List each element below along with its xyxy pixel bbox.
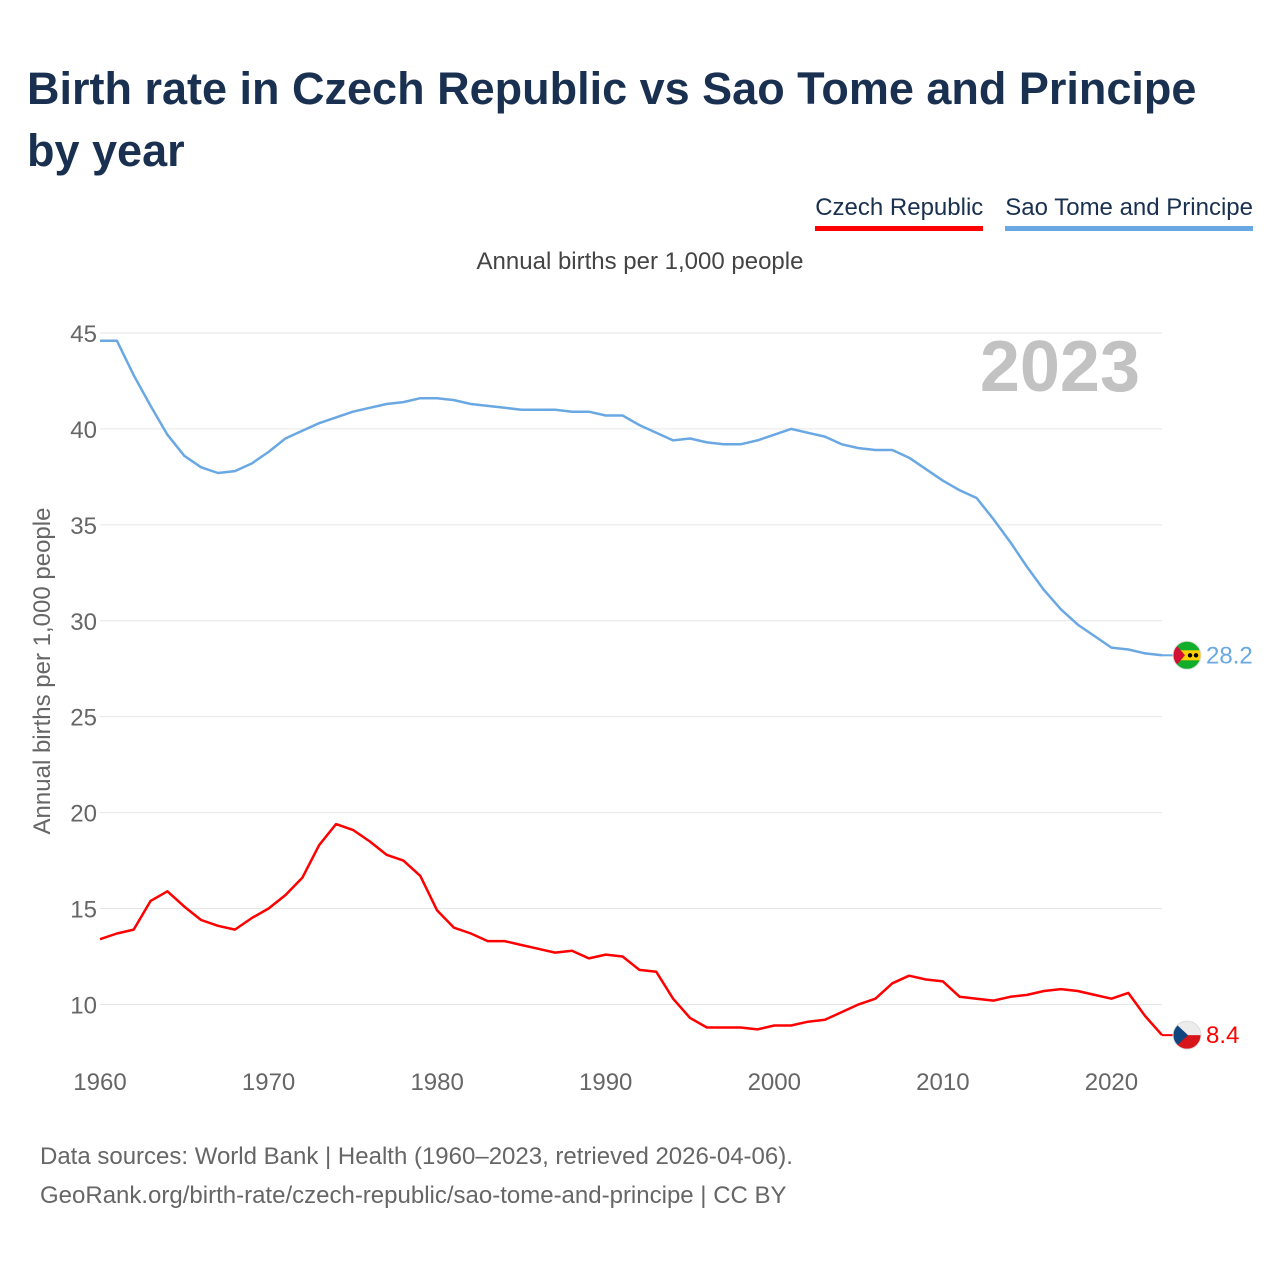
chart-title: Birth rate in Czech Republic vs Sao Tome… [27, 63, 1197, 176]
y-tick-label: 25 [70, 705, 97, 732]
gridlines [100, 332, 1162, 1005]
y-tick-label: 45 [70, 321, 97, 348]
x-tick-label: 2000 [748, 1069, 801, 1096]
y-tick-label: 15 [70, 897, 97, 924]
flag-icon-sao-tome-and-principe [1172, 640, 1202, 670]
y-tick-label: 30 [70, 609, 97, 636]
y-axis-label: Annual births per 1,000 people [29, 508, 56, 835]
end-value-label-sao-tome-and-principe: 28.2 [1206, 642, 1253, 669]
x-tick-label: 2010 [916, 1069, 969, 1096]
x-tick-label: 1970 [242, 1069, 295, 1096]
x-tick-label: 2020 [1085, 1069, 1138, 1096]
source-link[interactable]: GeoRank.org/birth-rate/czech-republic/sa… [40, 1182, 787, 1209]
x-tick-label: 1990 [579, 1069, 632, 1096]
x-axis-ticks: 1960 1970 1980 1990 2000 2010 2020 [73, 1069, 1138, 1096]
year-watermark: 2023 [980, 327, 1140, 407]
series-lines [99, 339, 1163, 1036]
y-tick-label: 10 [70, 992, 97, 1019]
x-tick-label: 1960 [73, 1069, 126, 1096]
series-line-czech-republic[interactable] [99, 822, 1163, 1036]
flag-icon-czech-republic [1172, 1020, 1202, 1050]
series-end-markers: 8.4 28.2 [1162, 640, 1253, 1050]
series-line-sao-tome-and-principe[interactable] [100, 339, 1163, 657]
footer: Data sources: World Bank | Health (1960–… [40, 1137, 793, 1215]
legend: Czech Republic Sao Tome and Principe [815, 194, 1253, 231]
end-value-label-czech-republic: 8.4 [1206, 1022, 1239, 1049]
y-tick-label: 35 [70, 513, 97, 540]
x-tick-label: 1980 [410, 1069, 463, 1096]
legend-item-sao-tome-and-principe[interactable]: Sao Tome and Principe [1005, 194, 1253, 231]
y-tick-label: 20 [70, 801, 97, 828]
legend-item-czech-republic[interactable]: Czech Republic [815, 194, 984, 231]
data-source-note: Data sources: World Bank | Health (1960–… [40, 1143, 793, 1170]
y-tick-label: 40 [70, 417, 97, 444]
chart-subtitle: Annual births per 1,000 people [476, 248, 804, 275]
y-axis-ticks: 10 15 20 25 30 35 40 45 [70, 321, 97, 1019]
